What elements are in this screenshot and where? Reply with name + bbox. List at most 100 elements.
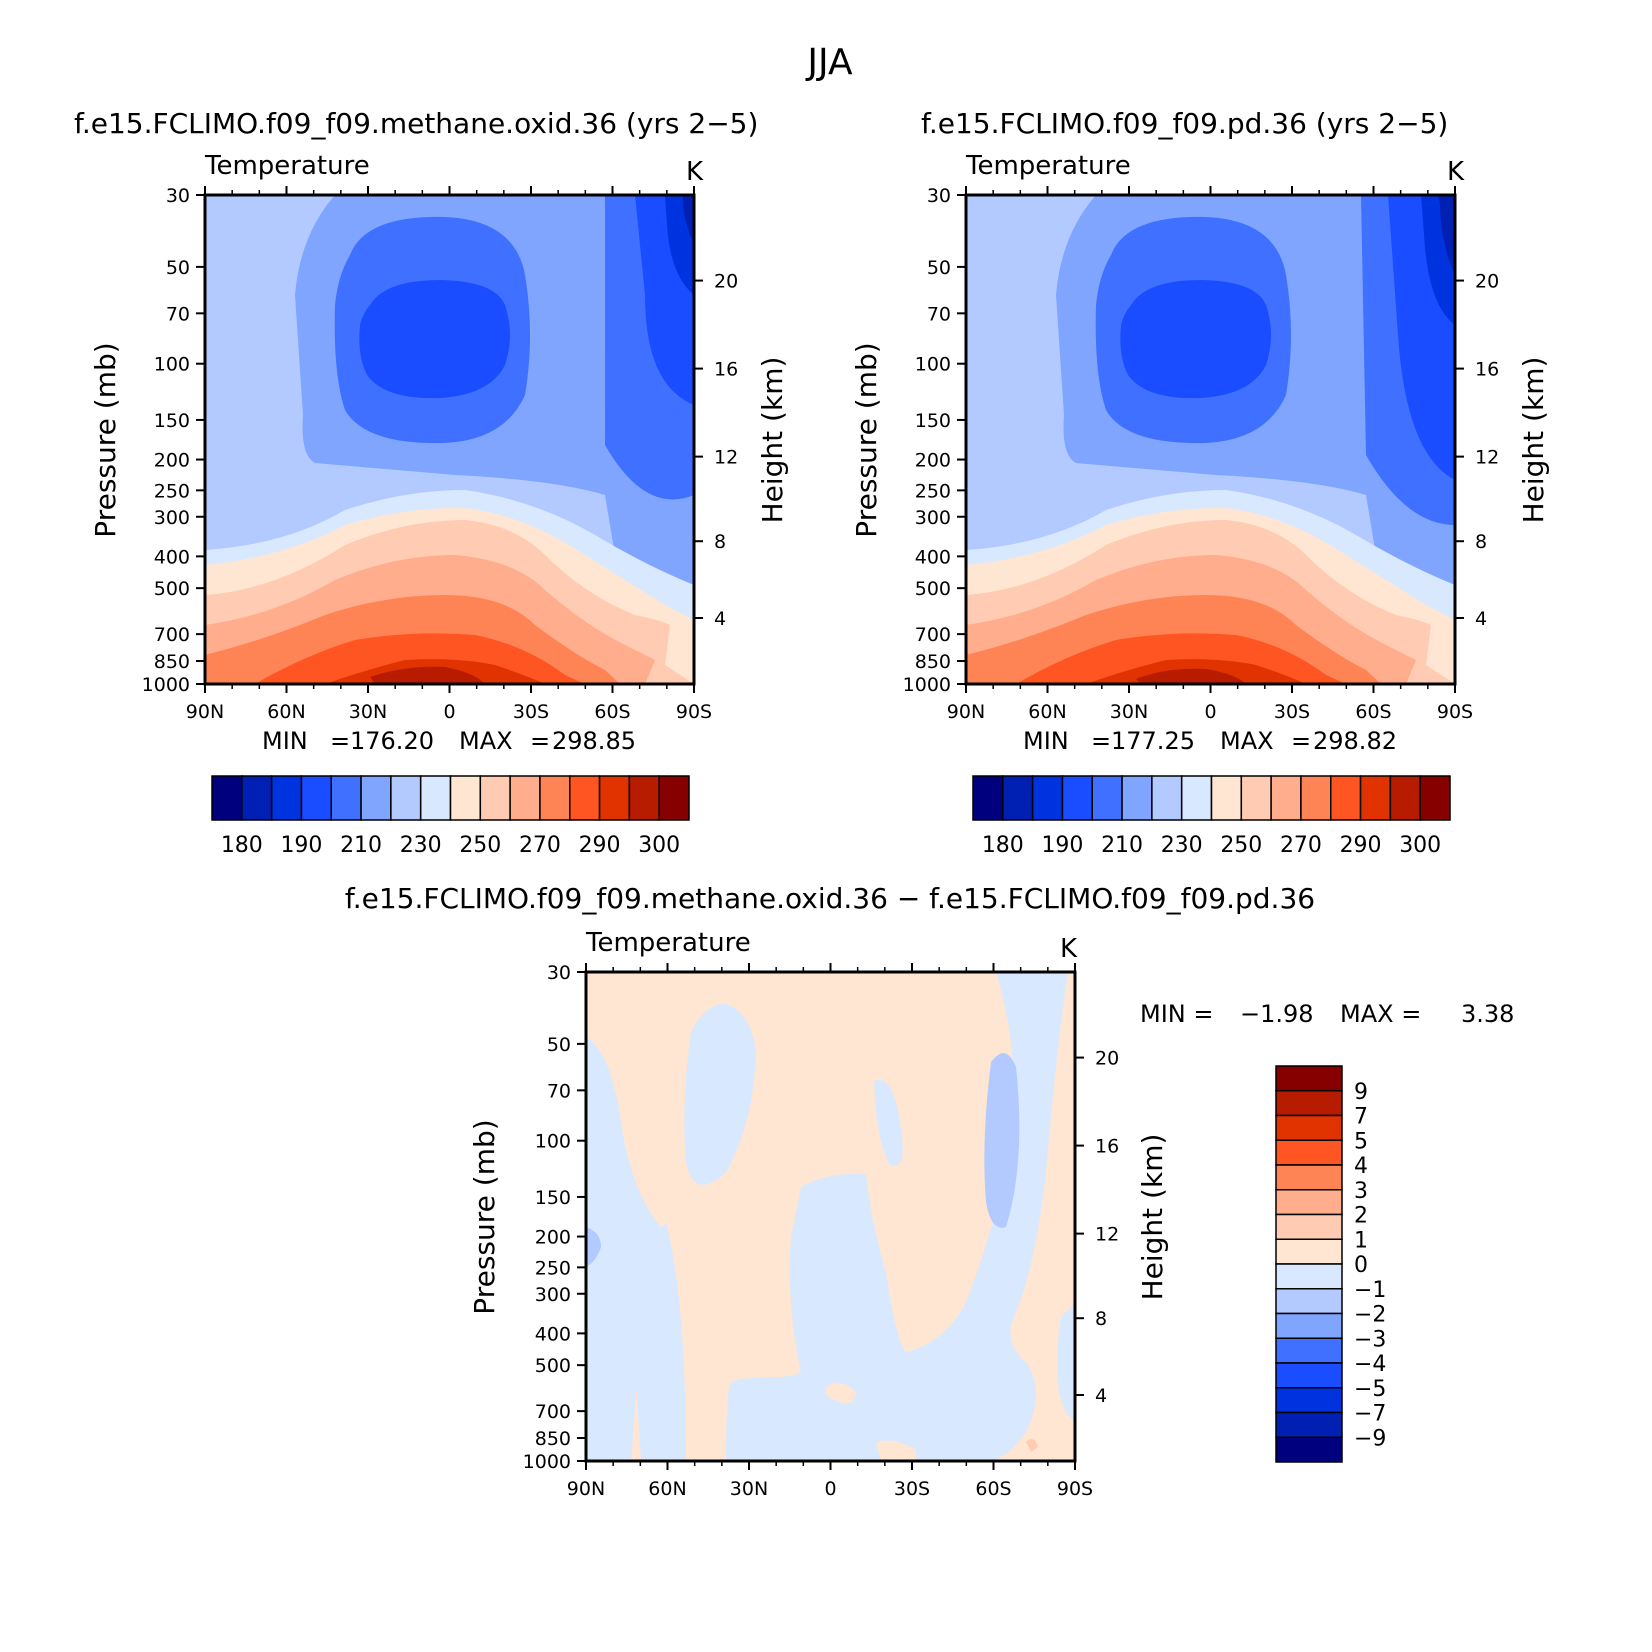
page-title: JJA xyxy=(805,42,853,83)
x-tick-label: 60N xyxy=(648,1478,686,1500)
y-tick-label: 100 xyxy=(535,1131,571,1153)
colorbar-swatch xyxy=(330,775,362,821)
x-tick-label: 60N xyxy=(267,701,305,723)
colorbar-swatch xyxy=(1275,1387,1343,1414)
colorbar-label: 180 xyxy=(221,833,263,858)
y-tick-label: 30 xyxy=(547,962,571,984)
x-tick-label: 30S xyxy=(513,701,549,723)
colorbar-swatch xyxy=(1275,1263,1343,1290)
y-tick-label: 300 xyxy=(154,507,190,529)
y-tick-label: 700 xyxy=(154,624,190,646)
colorbar-swatch xyxy=(1389,775,1421,821)
colorbar-swatch xyxy=(1031,775,1064,821)
y-tick-label: 150 xyxy=(915,410,951,432)
panel-1-min-label: MIN xyxy=(262,727,308,755)
panel-2-min-value: 177.25 xyxy=(1111,727,1195,755)
colorbar-label: 0 xyxy=(1354,1253,1368,1278)
svg-text:=: = xyxy=(1291,727,1311,755)
panel-3-max-value: 3.38 xyxy=(1461,1000,1514,1028)
colorbar-label: −1 xyxy=(1354,1278,1386,1303)
height-tick-label: 16 xyxy=(1095,1136,1119,1158)
colorbar-label: −3 xyxy=(1354,1327,1386,1352)
colorbar-swatch xyxy=(1359,775,1392,821)
colorbar-label: 7 xyxy=(1354,1105,1368,1130)
colorbar-swatch xyxy=(1091,775,1123,821)
colorbar-swatch xyxy=(1275,1090,1343,1117)
height-tick-label: 16 xyxy=(1475,359,1499,381)
panel-1-axes: 90N 60N 30N 0 30S 60S 90S 30 50 70 100 150 200 250 300… xyxy=(142,185,739,723)
y-tick-label: 1000 xyxy=(523,1451,571,1473)
colorbar-swatch xyxy=(1300,775,1332,821)
x-tick-label: 30N xyxy=(349,701,387,723)
colorbar-swatch xyxy=(1180,775,1213,821)
colorbar-label: 230 xyxy=(1161,833,1203,858)
y-tick-label: 500 xyxy=(535,1355,571,1377)
colorbar-swatch xyxy=(449,775,482,821)
height-tick-label: 20 xyxy=(1095,1048,1119,1070)
colorbar-label: 190 xyxy=(1041,833,1083,858)
colorbar-swatch xyxy=(598,775,631,821)
colorbar-label: 5 xyxy=(1354,1129,1368,1154)
y-tick-label: 850 xyxy=(535,1428,571,1450)
colorbar-label: −7 xyxy=(1354,1402,1386,1427)
x-tick-label: 90N xyxy=(186,701,224,723)
colorbar-swatch xyxy=(390,775,422,821)
colorbar-label: −2 xyxy=(1354,1303,1386,1328)
y-tick-label: 70 xyxy=(166,303,190,325)
y-tick-label: 150 xyxy=(154,410,190,432)
colorbar-swatch xyxy=(1275,1362,1343,1389)
panel-2-ylabel-right: Height (km) xyxy=(1517,357,1550,524)
colorbar-label: 3 xyxy=(1354,1179,1368,1204)
x-tick-label: 90N xyxy=(947,701,985,723)
y-tick-label: 400 xyxy=(535,1323,571,1345)
colorbar-swatch xyxy=(1210,775,1243,821)
y-tick-label: 850 xyxy=(915,651,951,673)
panel-2-colorbar: 180 190 210 230 250 270 290 300 xyxy=(972,775,1451,858)
x-tick-label: 0 xyxy=(824,1478,836,1500)
colorbar-swatch xyxy=(569,775,601,821)
y-tick-label: 70 xyxy=(927,303,951,325)
x-tick-label: 90N xyxy=(567,1478,605,1500)
panel-3-subtitle: Temperature xyxy=(585,928,751,958)
colorbar-swatch xyxy=(1275,1411,1343,1438)
colorbar-swatch xyxy=(1275,1114,1343,1141)
height-tick-label: 4 xyxy=(714,608,726,630)
panel-1-subtitle: Temperature xyxy=(204,151,370,181)
y-tick-label: 1000 xyxy=(142,674,190,696)
panel-3-units: K xyxy=(1060,934,1078,964)
colorbar-label: 290 xyxy=(579,833,621,858)
colorbar-label: 270 xyxy=(1280,833,1322,858)
colorbar-label: 9 xyxy=(1354,1080,1368,1105)
panel-3-min-label: MIN = xyxy=(1140,1000,1213,1028)
panel-3-axes: 90N 60N 30N 0 30S 60S 90S 30 50 70 100 150 200 250 300… xyxy=(523,962,1120,1500)
panel-3: f.e15.FCLIMO.f09_f09.methane.oxid.36 − f… xyxy=(345,882,1515,1500)
x-tick-label: 30N xyxy=(730,1478,768,1500)
colorbar-label: 2 xyxy=(1354,1204,1368,1229)
x-tick-label: 60S xyxy=(594,701,630,723)
height-tick-label: 8 xyxy=(714,531,726,553)
y-tick-label: 50 xyxy=(166,257,190,279)
panel-1: f.e15.FCLIMO.f09_f09.methane.oxid.36 (yr… xyxy=(74,107,789,858)
colorbar-label: 210 xyxy=(340,833,382,858)
panel-2-max-label: MAX xyxy=(1220,727,1274,755)
height-tick-label: 8 xyxy=(1095,1308,1107,1330)
y-tick-label: 300 xyxy=(915,507,951,529)
colorbar-swatch xyxy=(211,775,243,821)
panel-1-max-value: 298.85 xyxy=(552,727,636,755)
y-tick-label: 150 xyxy=(535,1187,571,1209)
panel-2-title: f.e15.FCLIMO.f09_f09.pd.36 (yrs 2−5) xyxy=(921,107,1448,140)
colorbar-swatch xyxy=(1275,1238,1343,1265)
colorbar-swatch xyxy=(1275,1065,1343,1092)
height-tick-label: 4 xyxy=(1095,1385,1107,1407)
y-tick-label: 400 xyxy=(154,546,190,568)
colorbar-label: 1 xyxy=(1354,1228,1368,1253)
x-tick-label: 60S xyxy=(975,1478,1011,1500)
y-tick-label: 700 xyxy=(535,1401,571,1423)
height-tick-label: 20 xyxy=(1475,271,1499,293)
panel-2: f.e15.FCLIMO.f09_f09.pd.36 (yrs 2−5) xyxy=(850,107,1550,858)
y-tick-label: 70 xyxy=(547,1080,571,1102)
colorbar-swatch xyxy=(1330,775,1362,821)
y-tick-label: 200 xyxy=(154,450,190,472)
panel-3-title: f.e15.FCLIMO.f09_f09.methane.oxid.36 − f… xyxy=(345,882,1315,915)
